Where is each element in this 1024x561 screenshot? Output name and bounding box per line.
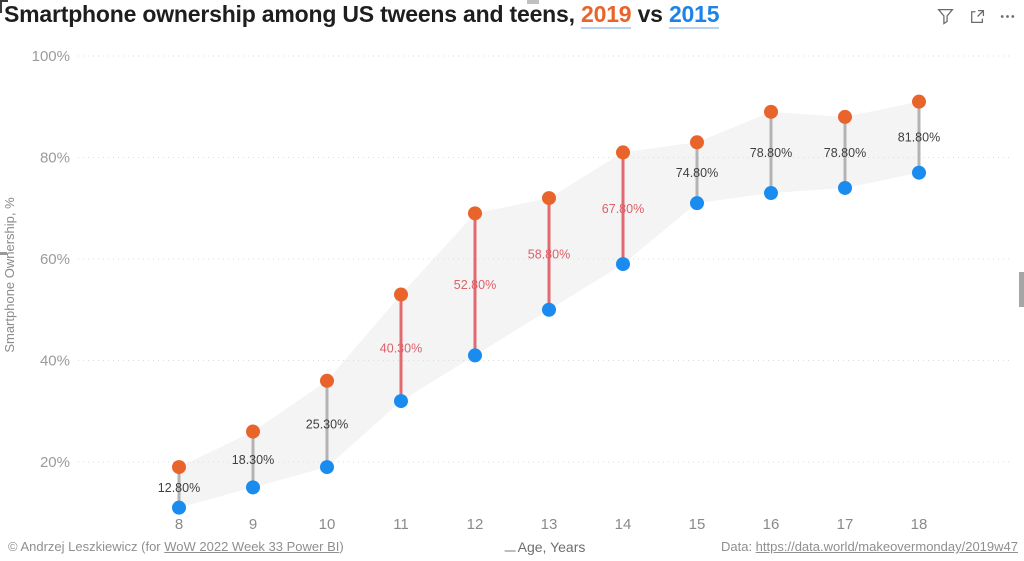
x-tick-label: 12 (467, 516, 484, 533)
footer: © Andrzej Leszkiewicz (for WoW 2022 Week… (0, 539, 1024, 557)
x-tick-label: 16 (763, 516, 780, 533)
data-point-2019[interactable] (172, 460, 186, 475)
data-point-2015[interactable] (690, 196, 704, 211)
data-point-2019[interactable] (246, 424, 260, 439)
focus-mode-icon[interactable] (967, 7, 985, 25)
x-tick-label: 18 (911, 516, 928, 533)
diff-label: 12.80% (158, 481, 200, 495)
visual-header-toolbar (936, 7, 1016, 25)
data-point-2015[interactable] (394, 394, 408, 409)
y-tick-label: 80% (40, 150, 70, 167)
data-point-2015[interactable] (468, 348, 482, 363)
y-axis-title: Smartphone Ownership, % (2, 197, 17, 353)
filter-icon[interactable] (936, 7, 954, 25)
diff-label: 78.80% (824, 146, 866, 160)
diff-label: 40.30% (380, 341, 422, 355)
copyright-suffix: ) (339, 539, 344, 554)
data-point-2015[interactable] (542, 302, 556, 317)
x-axis-title-text: Age, Years (517, 539, 586, 555)
copyright-prefix: © Andrzej Leszkiewicz (for (8, 539, 165, 554)
data-point-2015[interactable] (246, 480, 260, 495)
x-tick-label: 9 (249, 516, 257, 533)
data-point-2019[interactable] (764, 104, 778, 119)
underscore-artifact (504, 549, 516, 552)
year-2019-link[interactable]: 2019 (581, 1, 632, 29)
x-tick-label: 15 (689, 516, 706, 533)
x-tick-label: 10 (319, 516, 336, 533)
data-point-2019[interactable] (468, 206, 482, 221)
diff-label: 18.30% (232, 453, 274, 467)
data-source: Data: https://data.world/makeovermonday/… (721, 539, 1018, 554)
diff-label: 52.80% (454, 278, 496, 292)
y-tick-label: 20% (40, 454, 70, 471)
y-tick-label: 40% (40, 353, 70, 370)
diff-label: 58.80% (528, 247, 570, 261)
data-point-2019[interactable] (394, 287, 408, 302)
top-edge-artifact (527, 0, 539, 4)
data-point-2015[interactable] (616, 257, 630, 272)
copyright-text: © Andrzej Leszkiewicz (for WoW 2022 Week… (8, 539, 344, 554)
data-point-2015[interactable] (838, 180, 852, 195)
diff-label: 25.30% (306, 417, 348, 431)
wow-week-link[interactable]: WoW 2022 Week 33 Power BI (164, 539, 340, 554)
data-source-link[interactable]: https://data.world/makeovermonday/2019w4… (755, 539, 1018, 554)
x-tick-label: 11 (393, 516, 409, 533)
diff-label: 67.80% (602, 202, 644, 216)
chart-title: Smartphone ownership among US tweens and… (4, 1, 720, 29)
x-tick-label: 8 (175, 516, 183, 533)
data-point-2019[interactable] (690, 135, 704, 150)
diff-label: 74.80% (676, 166, 718, 180)
data-point-2015[interactable] (912, 165, 926, 180)
x-axis-title: Age, Years (504, 539, 586, 555)
data-point-2019[interactable] (542, 191, 556, 206)
y-tick-label: 100% (32, 48, 70, 65)
x-tick-label: 14 (615, 516, 632, 533)
more-options-icon[interactable] (998, 7, 1016, 25)
x-tick-label: 17 (837, 516, 854, 533)
vs-text: vs (631, 1, 669, 27)
diff-label: 81.80% (898, 131, 940, 145)
data-point-2015[interactable] (764, 186, 778, 201)
corner-bracket-artifact (0, 0, 8, 13)
chart-title-text: Smartphone ownership among US tweens and… (4, 1, 582, 27)
data-point-2019[interactable] (616, 145, 630, 160)
left-edge-tick-artifact (0, 252, 7, 255)
data-point-2015[interactable] (320, 460, 334, 475)
y-tick-label: 60% (40, 251, 70, 268)
vertical-scrollbar-thumb[interactable] (1019, 272, 1024, 307)
diff-label: 78.80% (750, 146, 792, 160)
data-point-2019[interactable] (320, 373, 334, 388)
data-point-2015[interactable] (172, 500, 186, 515)
x-tick-label: 13 (541, 516, 558, 533)
data-point-2019[interactable] (912, 94, 926, 109)
data-point-2019[interactable] (838, 109, 852, 124)
data-source-prefix: Data: (720, 539, 756, 554)
year-2015-link[interactable]: 2015 (668, 1, 720, 29)
